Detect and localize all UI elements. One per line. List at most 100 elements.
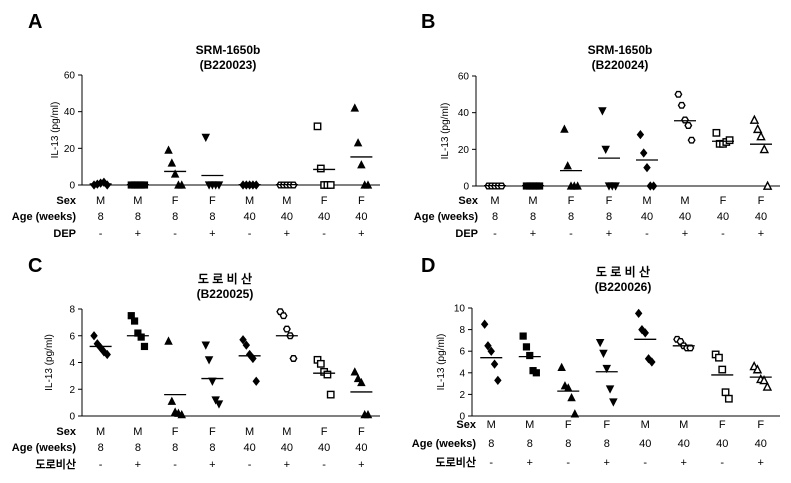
data-point — [752, 123, 763, 134]
data-point — [350, 367, 360, 376]
treatment-cell: + — [682, 228, 688, 240]
data-point — [602, 364, 612, 374]
data-point — [214, 181, 224, 190]
sex-cell: F — [172, 426, 179, 438]
sex-cell: M — [525, 419, 534, 431]
data-point — [567, 392, 576, 402]
panel-letter: B — [421, 11, 435, 33]
treatment-cell: - — [643, 457, 647, 469]
data-point — [762, 180, 773, 190]
age-cell: 8 — [527, 438, 533, 450]
y-axis-label: IL-13 (pg/ml) — [44, 334, 55, 391]
sex-cell: F — [209, 426, 216, 438]
sex-cell: M — [282, 195, 291, 207]
treatment-row-label: 도로비산 — [436, 455, 476, 469]
sex-cell: F — [358, 195, 365, 207]
age-cell: 8 — [488, 438, 494, 450]
data-point — [363, 180, 373, 189]
treatment-cell: + — [527, 457, 533, 469]
data-point — [519, 332, 527, 340]
y-tick-label: 8 — [69, 305, 75, 316]
panel-letter: A — [28, 11, 42, 33]
y-tick-label: 6 — [69, 331, 75, 342]
age-row-label: Age (weeks) — [12, 442, 77, 454]
sex-cell: F — [758, 195, 765, 207]
data-point — [674, 90, 683, 98]
data-point — [563, 161, 572, 170]
data-point — [611, 182, 620, 191]
age-cell: 40 — [244, 211, 256, 223]
age-cell: 8 — [530, 211, 536, 223]
data-point — [170, 169, 180, 178]
data-point — [484, 341, 492, 351]
sex-cell: M — [679, 419, 688, 431]
sex-cell: M — [490, 195, 499, 207]
sex-cell: F — [757, 419, 764, 431]
age-row-label: Age (weeks) — [12, 211, 77, 223]
age-cell: 40 — [717, 211, 729, 223]
data-point — [204, 356, 214, 365]
age-cell: 40 — [678, 438, 690, 450]
y-tick-label: 6 — [459, 347, 465, 358]
age-cell: 40 — [318, 442, 330, 454]
sex-cell: F — [720, 195, 727, 207]
data-point — [570, 409, 580, 418]
age-row-label: Age (weeks) — [414, 211, 479, 223]
data-point — [762, 381, 773, 391]
treatment-cell: + — [358, 459, 364, 471]
y-tick-label: 40 — [64, 107, 76, 118]
sex-cell: M — [133, 426, 142, 438]
data-point — [357, 377, 366, 387]
treatment-cell: - — [493, 228, 497, 240]
sex-cell: M — [528, 195, 537, 207]
sex-cell: F — [719, 419, 726, 431]
treatment-cell: + — [606, 228, 612, 240]
age-cell: 8 — [606, 211, 612, 223]
y-axis-label: IL-13 (pg/ml) — [440, 103, 451, 160]
age-cell: 40 — [281, 211, 293, 223]
sex-row-label: Sex — [456, 419, 476, 431]
data-point — [490, 359, 499, 369]
age-cell: 8 — [565, 438, 571, 450]
age-cell: 8 — [98, 211, 104, 223]
sex-cell: M — [96, 195, 105, 207]
age-cell: 40 — [281, 442, 293, 454]
data-point — [487, 346, 495, 356]
data-point — [639, 148, 648, 158]
sex-cell: M — [133, 195, 142, 207]
treatment-cell: - — [99, 459, 103, 471]
chart-title: 도 로 비 산 — [596, 264, 650, 279]
age-cell: 40 — [318, 211, 330, 223]
treatment-cell: + — [681, 457, 687, 469]
data-point — [644, 354, 653, 364]
data-point — [648, 357, 656, 367]
y-tick-label: 0 — [463, 182, 469, 193]
treatment-cell: + — [135, 459, 141, 471]
data-point — [201, 133, 211, 143]
data-point — [573, 181, 582, 190]
data-point — [712, 128, 721, 137]
data-point — [636, 130, 645, 140]
y-tick-label: 0 — [69, 181, 75, 192]
treatment-cell: + — [758, 457, 764, 469]
data-point — [715, 353, 723, 362]
data-point — [749, 114, 760, 124]
sex-cell: F — [321, 426, 328, 438]
treatment-cell: + — [604, 457, 610, 469]
age-cell: 8 — [135, 442, 141, 454]
treatment-cell: + — [284, 228, 290, 240]
sex-cell: M — [642, 195, 651, 207]
data-point — [752, 364, 763, 374]
data-point — [289, 355, 298, 362]
data-point — [680, 116, 690, 124]
data-point — [140, 342, 149, 351]
data-point — [103, 349, 111, 360]
y-axis-label: IL-13 (pg/ml) — [436, 334, 447, 391]
treatment-cell: - — [322, 228, 326, 240]
age-cell: 40 — [755, 211, 767, 223]
data-point — [643, 163, 651, 173]
data-point — [164, 336, 173, 345]
data-point — [363, 409, 373, 419]
y-tick-label: 40 — [458, 108, 470, 119]
y-axis-label: IL-13 (pg/ml) — [50, 102, 61, 159]
